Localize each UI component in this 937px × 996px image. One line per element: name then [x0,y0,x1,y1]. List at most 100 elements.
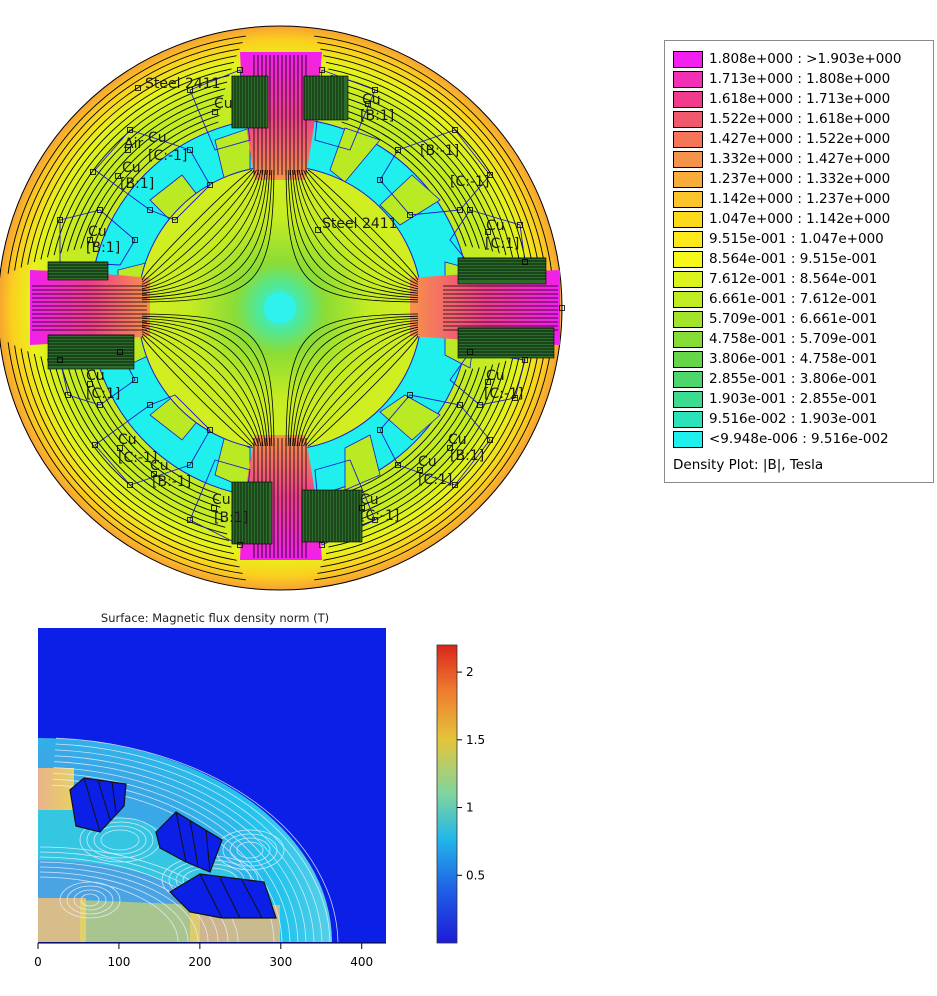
label-cu-5: Cu [88,224,107,240]
label-cu-2: Cu [122,160,141,176]
legend-label: 1.237e+000 : 1.332e+000 [709,171,891,187]
legend-entry: <9.948e-006 : 9.516e-002 [673,429,889,449]
legend-swatch [673,250,703,268]
legend-entry: 1.142e+000 : 1.237e+000 [673,189,890,209]
label-c-neg-4: [C:-1] [118,450,157,466]
legend-entry: 8.564e-001 : 9.515e-001 [673,249,877,269]
slot-outlines [59,69,526,546]
label-cu-10: Cu [150,458,169,474]
label-b-pos-4: [B:1] [450,448,484,464]
legend-entry: 1.427e+000 : 1.522e+000 [673,129,890,149]
legend-swatch [673,190,703,208]
colorbar-tick-label: 1.5 [466,733,485,747]
legend-swatch [673,210,703,228]
label-cu-7: Cu [86,368,105,384]
winding-coils [47,75,555,545]
legend-entry: 3.806e-001 : 4.758e-001 [673,349,877,369]
legend-entry: 9.516e-002 : 1.903e-001 [673,409,877,429]
label-steel-outer: Steel 2411 [145,76,221,92]
yoke-flux-lines [7,35,553,581]
label-b-pos-2: [B:1] [360,108,394,124]
label-cu-12: Cu [418,454,437,470]
legend-caption: Density Plot: |B|, Tesla [673,457,824,473]
label-c-neg-5: [C:-1] [360,508,399,524]
legend-swatch [673,230,703,248]
legend-swatch [673,290,703,308]
legend-label: 4.758e-001 : 5.709e-001 [709,331,878,347]
legend-label: 1.903e-001 : 2.855e-001 [709,391,878,407]
legend-entry: 9.515e-001 : 1.047e+000 [673,229,884,249]
legend-swatch [673,430,703,448]
legend-entry: 1.808e+000 : >1.903e+000 [673,49,902,69]
legend-entry: 5.709e-001 : 6.661e-001 [673,309,877,329]
legend-label: 9.515e-001 : 1.047e+000 [709,231,884,247]
label-b-pos-3: [B:1] [86,240,120,256]
legend-label: 3.806e-001 : 4.758e-001 [709,351,878,367]
label-cu-14: Cu [360,492,379,508]
label-steel-inner: Steel 2411 [322,216,398,232]
legend-swatch [673,110,703,128]
x-tick-label: 200 [188,955,211,969]
legend-swatch [673,270,703,288]
legend-swatch [673,410,703,428]
legend-swatch [673,310,703,328]
mesh-node-markers [57,67,565,548]
density-legend: 1.808e+000 : >1.903e+000 1.713e+000 : 1.8… [664,40,934,483]
legend-entry: 4.758e-001 : 5.709e-001 [673,329,877,349]
legend-swatch [673,350,703,368]
comsol-title: Surface: Magnetic flux density norm (T) [101,611,329,625]
legend-label: 5.709e-001 : 6.661e-001 [709,311,878,327]
colorbar-tick-label: 0.5 [466,868,485,882]
label-c-neg-3: [C:-1] [484,386,523,402]
label-b-neg-2: [B:-1] [152,474,191,490]
x-tick-label: 300 [269,955,292,969]
legend-label: 7.612e-001 : 8.564e-001 [709,271,878,287]
legend-entry: 1.903e-001 : 2.855e-001 [673,389,877,409]
legend-entry: 2.855e-001 : 3.806e-001 [673,369,877,389]
colorbar-tick-label: 1 [466,801,474,815]
label-cu-8: Cu [486,368,505,384]
label-c-neg-2: [C:-1] [450,174,489,190]
x-axis-ticks: 0 100 200 300 400 [34,943,373,969]
legend-label: 1.142e+000 : 1.237e+000 [709,191,891,207]
legend-label: 6.661e-001 : 7.612e-001 [709,291,878,307]
legend-label: 1.808e+000 : >1.903e+000 [709,51,902,67]
legend-entry: 7.612e-001 : 8.564e-001 [673,269,877,289]
label-cu-6: Cu [486,218,505,234]
legend-swatch [673,150,703,168]
label-b-pos-1: [B:1] [120,176,154,192]
rotor-flux-lines [32,55,558,558]
comsol-slot-dividers [83,777,263,919]
legend-entry: 1.713e+000 : 1.808e+000 [673,69,890,89]
legend-label: 8.564e-001 : 9.515e-001 [709,251,878,267]
legend-label: <9.948e-006 : 9.516e-002 [709,431,889,447]
label-c-pos-3: [C:1] [418,472,452,488]
rotor [137,165,423,451]
legend-entry: 6.661e-001 : 7.612e-001 [673,289,877,309]
colorbar-ticks: 2 1.5 1 0.5 [457,665,485,882]
legend-swatch [673,330,703,348]
legend-label: 2.855e-001 : 3.806e-001 [709,371,878,387]
legend-swatch [673,170,703,188]
x-tick-label: 100 [107,955,130,969]
label-cu-11: Cu [448,432,467,448]
legend-label: 9.516e-002 : 1.903e-001 [709,411,878,427]
legend-swatch [673,370,703,388]
femm-density-plot: Steel 2411 Steel 2411 Air Cu [C:-1] Cu [… [0,25,565,591]
label-cu-13: Cu [212,492,231,508]
block-labels: Steel 2411 Steel 2411 Air Cu [C:-1] Cu [… [86,76,523,526]
label-c-pos-2: [C:1] [86,386,120,402]
label-cu-3: Cu [214,96,233,112]
label-cu-1: Cu [148,130,167,146]
legend-label: 1.618e+000 : 1.713e+000 [709,91,891,107]
comsol-slots [69,777,277,919]
legend-entry: 1.618e+000 : 1.713e+000 [673,89,890,109]
legend-label: 1.713e+000 : 1.808e+000 [709,71,891,87]
legend-label: 1.047e+000 : 1.142e+000 [709,211,891,227]
label-air: Air [124,136,143,152]
legend-entry: 1.522e+000 : 1.618e+000 [673,109,890,129]
label-cu-4: Cu [362,92,381,108]
colorbar [436,644,458,944]
legend-entry: 1.332e+000 : 1.427e+000 [673,149,890,169]
label-c-neg-1: [C:-1] [148,148,187,164]
